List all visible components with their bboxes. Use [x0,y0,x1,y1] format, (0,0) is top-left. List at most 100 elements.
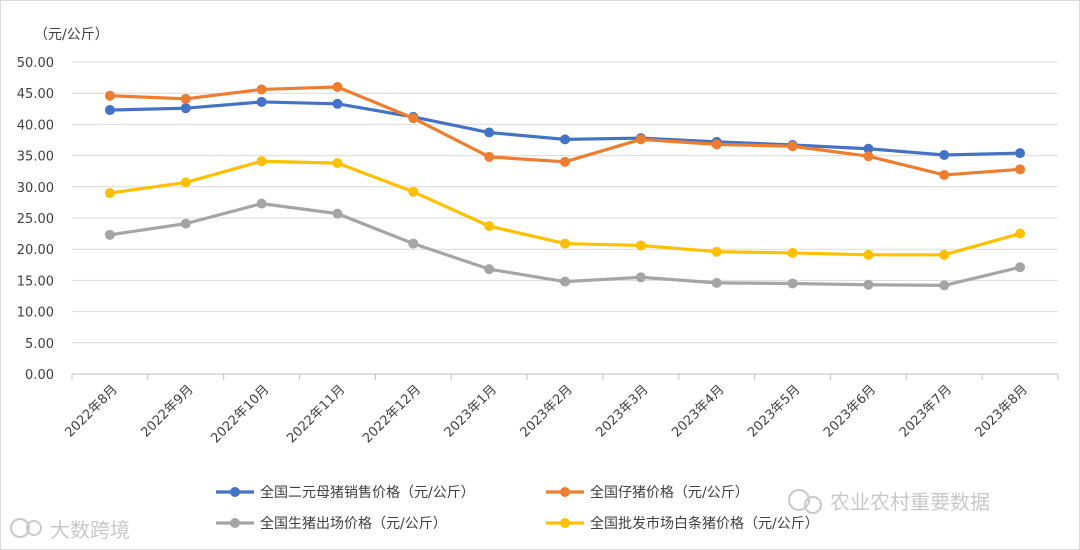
watermark-top-right: 农业农村重要数据 [788,489,990,514]
y-tick-label: 0.00 [25,368,54,383]
data-point [484,221,495,232]
data-point [332,158,343,169]
x-axis: 2022年8月 2022年9月 2022年10月 2022年11月 2022年12月 20… [63,374,1059,446]
data-point [256,198,267,209]
data-point [939,169,950,180]
data-point [635,272,646,283]
data-point [180,103,191,114]
data-point [408,238,419,249]
legend-item: 全国批发市场白条猪价格（元/公斤） [546,515,819,532]
data-point [332,208,343,219]
data-point [104,90,115,101]
data-point [560,134,570,145]
y-tick-label: 25.00 [17,212,54,227]
data-point [180,177,191,188]
series-2 [104,81,1026,180]
data-point [408,186,419,197]
x-tick-label: 2023年2月 [518,382,576,440]
y-tick-label: 45.00 [17,87,54,102]
x-tick-label: 2023年8月 [973,382,1031,440]
data-point [560,156,570,167]
legend-marker [560,518,570,528]
y-tick-label: 35.00 [17,150,54,165]
y-tick-label: 20.00 [17,243,54,258]
data-point [256,84,267,95]
x-tick-label: 2023年4月 [669,382,727,440]
data-point [787,141,798,152]
x-tick-label: 2022年8月 [63,382,121,440]
data-point [408,113,419,124]
data-point [560,238,570,249]
data-point [939,280,950,291]
data-point [863,143,874,154]
data-point [180,93,191,104]
series-4 [104,156,1026,260]
y-tick-label: 50.00 [17,56,54,71]
data-point [332,98,343,109]
y-axis: 0.00 5.00 10.00 15.00 20.00 25.00 30.00 35.00 40… [17,56,54,383]
x-tick-label: 2023年7月 [897,382,955,440]
gridlines [72,61,1058,375]
data-point [180,218,191,229]
legend-marker [560,487,570,497]
data-point [104,229,115,240]
x-tick-label: 2023年3月 [593,382,651,440]
data-point [635,240,646,251]
y-tick-label: 10.00 [17,306,54,321]
legend-item: 全国生猪出场价格（元/公斤） [216,515,447,532]
legend-label: 全国批发市场白条猪价格（元/公斤） [590,515,819,532]
legend-marker [230,518,240,528]
data-point [711,277,722,288]
watermark-bottom-left: 大数跨境 [10,518,130,542]
chat-icon [788,489,810,511]
unit-label: （元/公斤） [34,27,109,43]
x-tick-label: 2023年5月 [745,382,803,440]
data-point [863,279,874,290]
x-tick-label: 2022年12月 [360,382,424,446]
legend-label: 全国仔猪价格（元/公斤） [590,484,749,501]
series-group [104,81,1026,291]
series-1 [104,96,1026,160]
data-point [332,81,343,92]
data-point [635,134,646,145]
data-point [787,247,798,258]
y-tick-label: 15.00 [17,274,54,289]
data-point [560,276,570,287]
x-tick-label: 2023年1月 [442,382,500,440]
data-point [863,151,874,162]
watermark-text: 农业农村重要数据 [830,490,990,514]
data-point [939,249,950,260]
data-point [104,188,115,199]
legend-label: 全国生猪出场价格（元/公斤） [260,515,447,532]
data-point [256,156,267,167]
y-tick-label: 5.00 [25,337,54,352]
data-point [1015,228,1026,239]
data-point [711,139,722,150]
data-point [484,151,495,162]
data-point [1015,148,1026,159]
legend-label: 全国二元母猪销售价格（元/公斤） [260,484,475,501]
data-point [787,278,798,289]
chat-icon-2 [804,496,822,514]
data-point [1015,262,1026,273]
x-tick-label: 2022年10月 [208,382,272,446]
x-tick-label: 2022年11月 [284,382,348,446]
data-point [711,246,722,257]
legend-item: 全国二元母猪销售价格（元/公斤） [216,484,475,501]
data-point [939,149,950,160]
series-line [108,100,1022,157]
logo-icon-2 [26,520,42,536]
logo-icon [10,518,30,538]
data-point [1015,164,1026,175]
x-tick-label: 2023年6月 [821,382,879,440]
legend-marker [230,487,240,497]
data-point [104,105,115,116]
x-tick-label: 2022年9月 [138,382,196,440]
watermark-text-bottom: 大数跨境 [50,518,130,542]
data-point [484,264,495,275]
data-point [484,127,495,138]
y-tick-label: 30.00 [17,181,54,196]
legend-item: 全国仔猪价格（元/公斤） [546,484,749,501]
series-3 [104,198,1026,291]
